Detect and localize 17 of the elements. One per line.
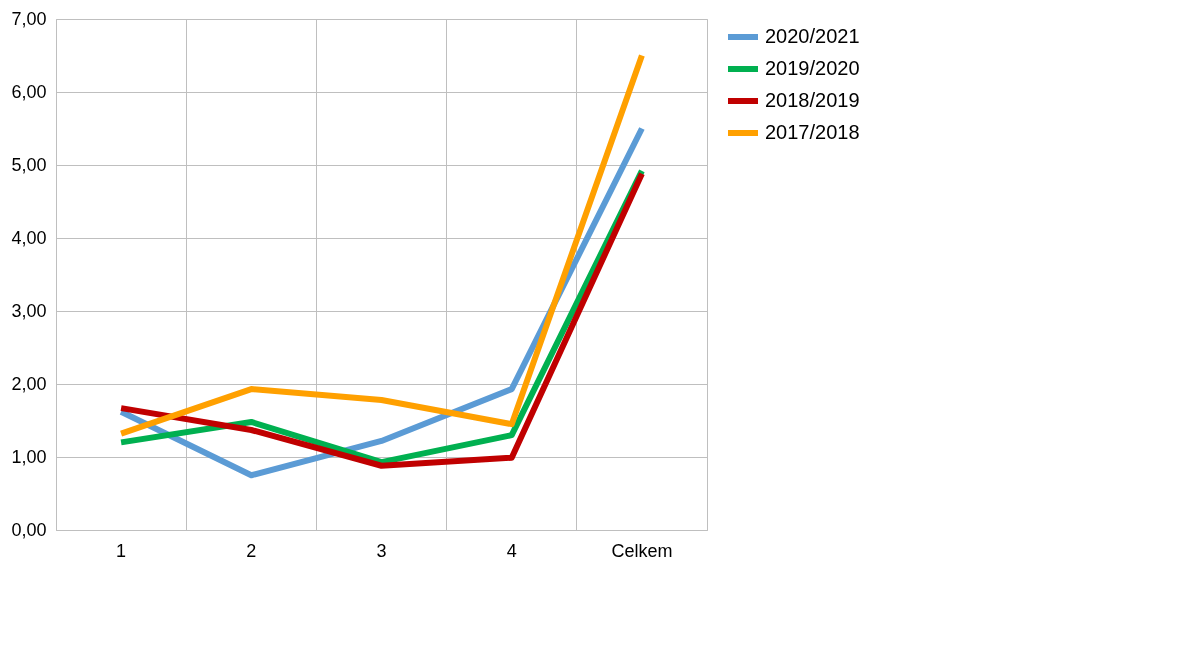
legend-label: 2018/2019 bbox=[765, 89, 860, 111]
y-tick-label: 1,00 bbox=[11, 446, 47, 467]
x-tick-label: 3 bbox=[376, 540, 387, 561]
x-tick-label: 2 bbox=[246, 540, 257, 561]
x-tick-label: 4 bbox=[506, 540, 517, 561]
legend-label: 2017/2018 bbox=[765, 121, 860, 143]
y-tick-label: 0,00 bbox=[11, 519, 47, 540]
y-tick-label: 4,00 bbox=[11, 227, 47, 248]
y-tick-label: 7,00 bbox=[11, 8, 47, 29]
legend-label: 2020/2021 bbox=[765, 25, 860, 47]
x-tick-label: Celkem bbox=[611, 540, 673, 561]
y-tick-label: 2,00 bbox=[11, 373, 47, 394]
y-tick-label: 6,00 bbox=[11, 81, 47, 102]
y-tick-label: 5,00 bbox=[11, 154, 47, 175]
y-tick-label: 3,00 bbox=[11, 300, 47, 321]
x-tick-label: 1 bbox=[116, 540, 127, 561]
legend-label: 2019/2020 bbox=[765, 57, 860, 79]
